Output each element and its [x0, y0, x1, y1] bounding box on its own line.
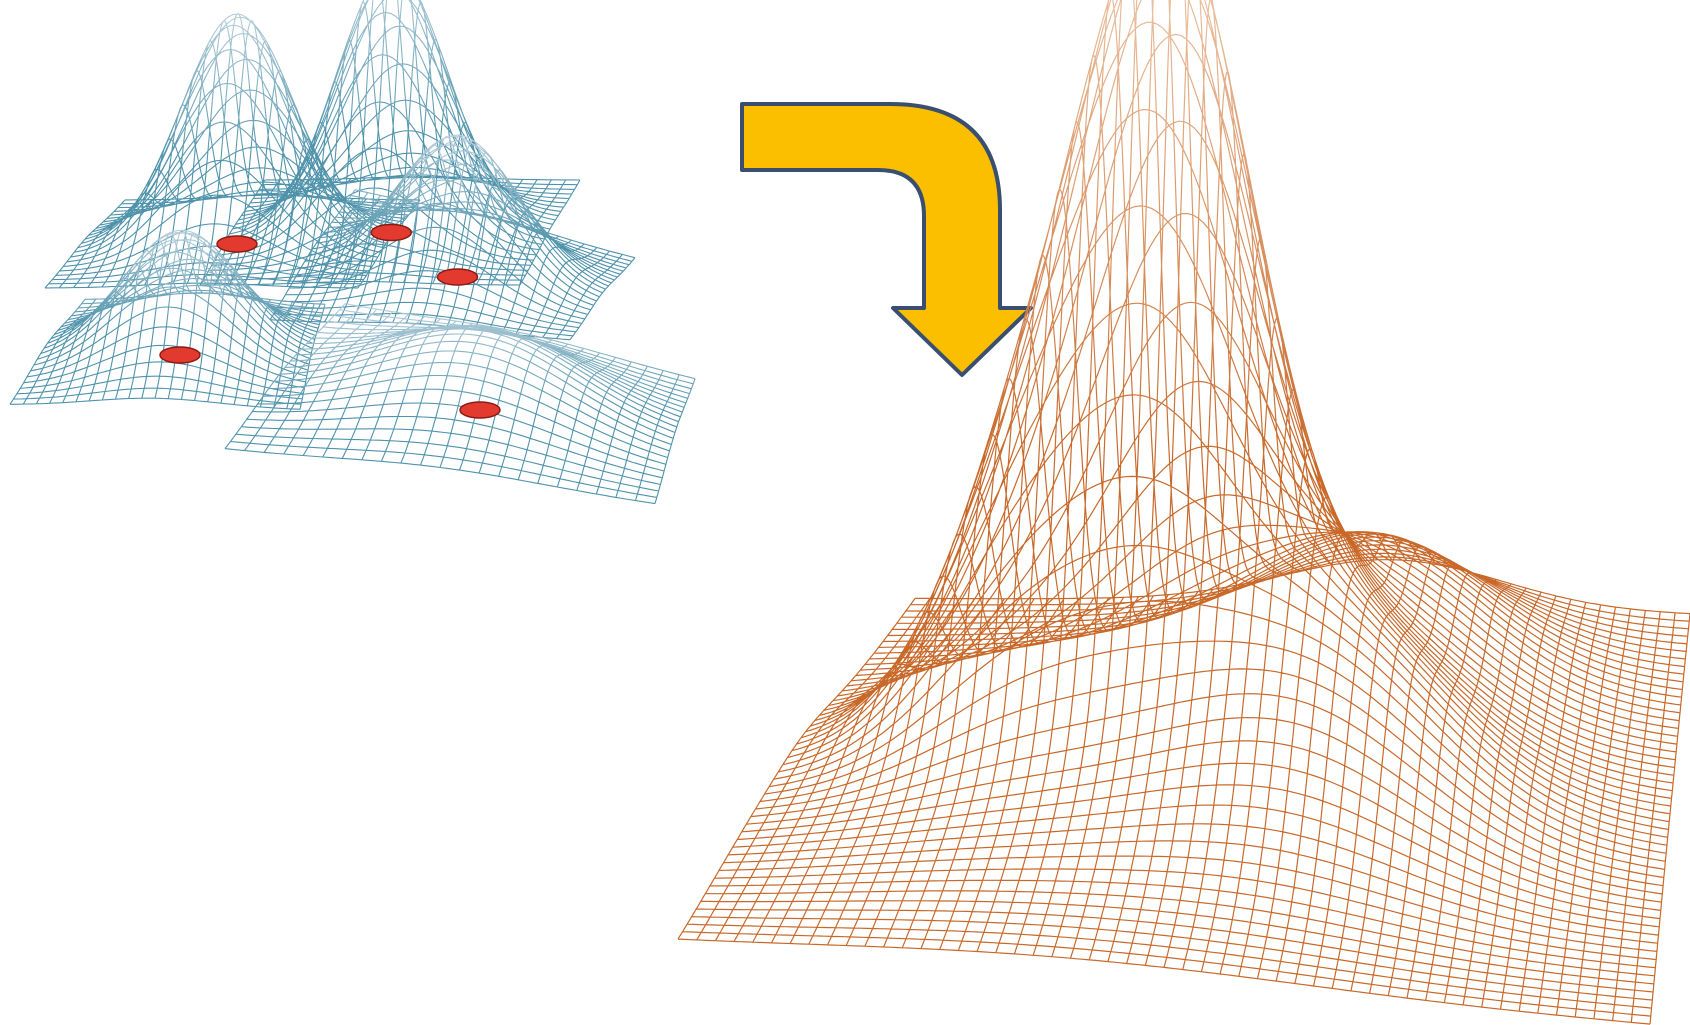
sample-point-marker — [436, 268, 479, 286]
sample-markers — [159, 223, 501, 419]
kernel-panel-top-right-wireframe — [269, 134, 636, 341]
sample-point-marker — [216, 235, 258, 253]
kernel-surfaces — [9, 0, 696, 505]
sample-point-marker — [159, 346, 201, 364]
curved-arrow-icon — [740, 102, 1033, 377]
combined-surface-mesh-wireframe — [677, 0, 1690, 1025]
sample-point-marker — [459, 401, 501, 419]
kernel-panel-bottom-left — [9, 229, 326, 410]
combined-surface-mesh — [677, 0, 1690, 1025]
sample-point-marker — [370, 223, 412, 242]
kernel-panel-top-right — [269, 134, 636, 341]
kernel-panel-bottom-left-wireframe — [9, 229, 326, 410]
kernel-panel-bottom-right-wireframe — [224, 303, 696, 505]
kernel-panel-bottom-right — [224, 303, 696, 505]
combined-density-surface — [677, 0, 1690, 1025]
